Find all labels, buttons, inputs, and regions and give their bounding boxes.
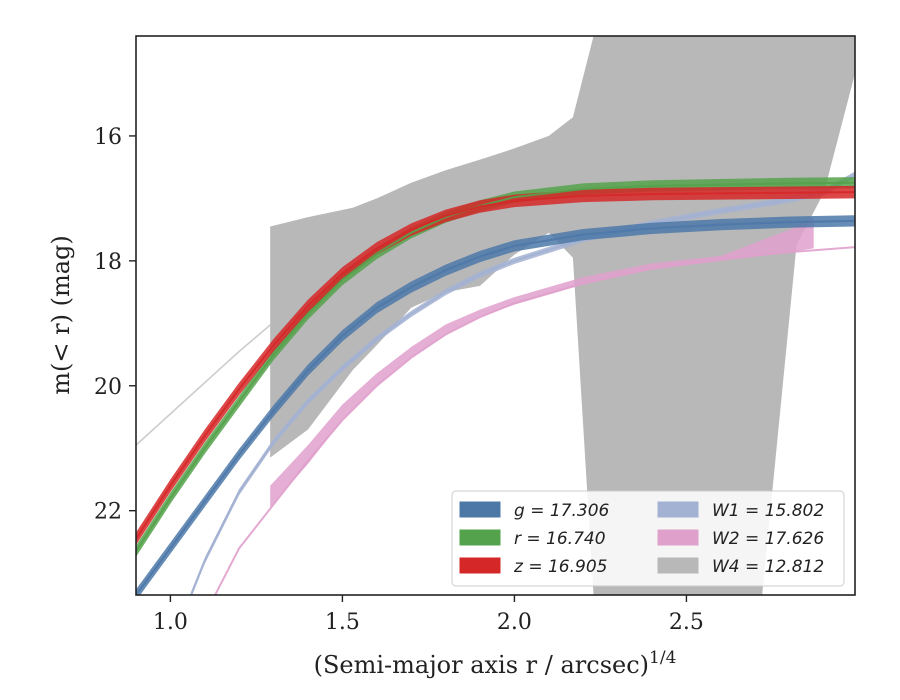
line-w4 bbox=[136, 72, 855, 446]
band-w2 bbox=[270, 217, 814, 508]
legend-label-g: g = 17.306 bbox=[514, 501, 610, 521]
band-w1 bbox=[191, 171, 855, 595]
x-axis-label: (Semi-major axis r / arcsec)1/4 bbox=[314, 648, 677, 679]
x-tick-label: 1.0 bbox=[153, 610, 188, 635]
y-tick-label: 22 bbox=[94, 500, 122, 525]
legend-swatch-z bbox=[459, 557, 501, 574]
band-g bbox=[136, 215, 855, 595]
x-tick-label: 2.5 bbox=[669, 610, 704, 635]
legend-label-w1: W1 = 15.802 bbox=[712, 501, 824, 521]
line-g bbox=[136, 219, 855, 595]
x-axis-label-text: (Semi-major axis r / arcsec) bbox=[314, 651, 649, 679]
band-w4 bbox=[270, 36, 855, 595]
legend-label-w2: W2 = 17.626 bbox=[712, 529, 824, 549]
legend-swatch-g bbox=[459, 501, 501, 518]
x-tick-label: 1.5 bbox=[325, 610, 360, 635]
x-axis-label-superscript: 1/4 bbox=[649, 648, 676, 668]
legend-box bbox=[451, 490, 845, 587]
y-axis: 16 18 20 22 bbox=[94, 125, 136, 525]
legend-swatch-w1 bbox=[657, 501, 699, 518]
line-r bbox=[136, 181, 855, 552]
y-axis-label: m(< r) (mag) bbox=[47, 235, 75, 394]
legend: g = 17.306 r = 16.740 z = 16.905 W1 = 15.80… bbox=[451, 490, 845, 587]
legend-label-z: z = 16.905 bbox=[513, 557, 607, 577]
y-tick-label: 20 bbox=[94, 375, 122, 400]
legend-swatch-w4 bbox=[657, 557, 699, 574]
plot-frame bbox=[135, 35, 856, 596]
y-tick-label: 16 bbox=[94, 125, 122, 150]
y-tick-label: 18 bbox=[94, 250, 122, 275]
legend-label-r: r = 16.740 bbox=[514, 529, 606, 549]
uncertainty-bands bbox=[136, 36, 855, 595]
series-lines bbox=[136, 181, 855, 595]
x-axis: 1.0 1.5 2.0 2.5 bbox=[153, 595, 704, 635]
line-w1 bbox=[190, 173, 855, 595]
legend-swatch-w2 bbox=[657, 529, 699, 546]
line-w2 bbox=[214, 246, 855, 595]
x-tick-label: 2.0 bbox=[497, 610, 532, 635]
legend-label-w4: W4 = 12.812 bbox=[712, 557, 824, 577]
legend-swatch-r bbox=[459, 529, 501, 546]
line-z bbox=[136, 191, 855, 540]
